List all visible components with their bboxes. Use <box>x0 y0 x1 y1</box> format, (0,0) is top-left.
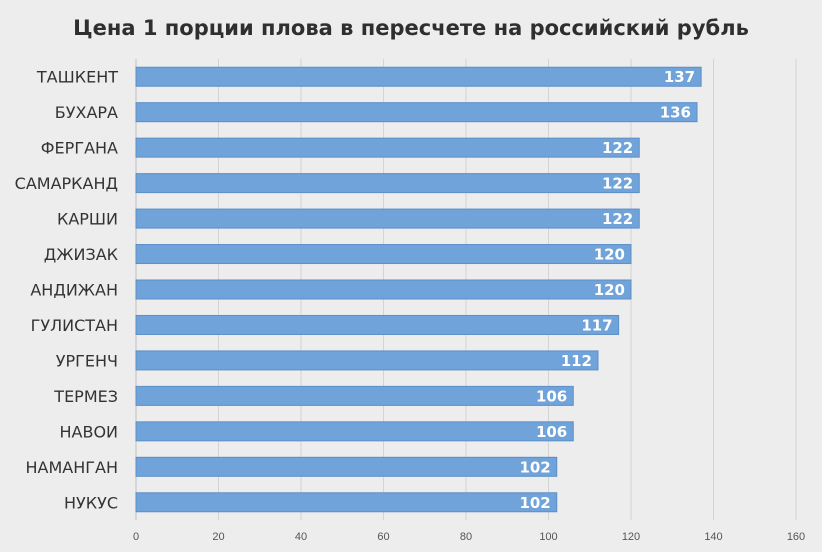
data-label: 137 <box>664 68 695 86</box>
data-label: 117 <box>581 316 612 334</box>
bar <box>135 385 574 406</box>
category-label: УРГЕНЧ <box>56 351 118 370</box>
category-label: НАМАНГАН <box>26 458 119 477</box>
x-tick-label: 160 <box>787 531 805 543</box>
data-label: 120 <box>594 246 625 264</box>
x-axis-ticks: 0 20 40 60 80 100 120 140 160 <box>133 531 805 543</box>
category-label: ДЖИЗАК <box>44 245 119 264</box>
category-label: НАВОИ <box>59 422 118 441</box>
x-tick-label: 20 <box>212 531 224 543</box>
bar <box>135 421 574 442</box>
data-label: 122 <box>602 139 633 157</box>
bar <box>135 314 620 335</box>
data-label: 102 <box>519 458 550 476</box>
bar <box>135 66 702 87</box>
data-label: 102 <box>519 494 550 512</box>
data-labels: 137 136 122 122 122 120 120 117 112 106 106 102 102 <box>519 68 695 512</box>
category-label: НУКУС <box>64 493 118 512</box>
bar <box>135 137 640 158</box>
bar <box>135 102 698 123</box>
bar <box>135 208 640 229</box>
data-label: 136 <box>660 104 691 122</box>
x-tick-label: 60 <box>377 531 389 543</box>
x-tick-label: 40 <box>295 531 307 543</box>
data-label: 106 <box>536 423 567 441</box>
x-tick-label: 120 <box>622 531 640 543</box>
data-label: 112 <box>561 352 592 370</box>
x-tick-label: 80 <box>460 531 472 543</box>
category-label: БУХАРА <box>55 103 118 122</box>
category-label: АНДИЖАН <box>30 281 118 300</box>
data-label: 122 <box>602 210 633 228</box>
data-label: 122 <box>602 175 633 193</box>
x-tick-label: 0 <box>133 531 139 543</box>
x-tick-label: 140 <box>704 531 722 543</box>
data-label: 120 <box>594 281 625 299</box>
category-label: ТЕРМЕЗ <box>53 387 118 406</box>
category-label: ТАШКЕНТ <box>36 68 118 87</box>
chart-title: Цена 1 порции плова в пересчете на росси… <box>73 16 749 40</box>
bar <box>135 350 599 371</box>
bar <box>135 279 632 300</box>
category-label: ФЕРГАНА <box>41 139 118 158</box>
category-label: ГУЛИСТАН <box>31 316 118 335</box>
bar <box>135 492 558 513</box>
x-tick-label: 100 <box>539 531 557 543</box>
bar <box>135 173 640 194</box>
bar <box>135 244 632 265</box>
bar <box>135 456 558 477</box>
category-label: САМАРКАНД <box>15 174 118 193</box>
bars <box>135 66 702 513</box>
data-label: 106 <box>536 387 567 405</box>
category-labels: ТАШКЕНТ БУХАРА ФЕРГАНА САМАРКАНД КАРШИ ДЖИЗАК… <box>15 68 119 513</box>
category-label: КАРШИ <box>57 210 118 229</box>
